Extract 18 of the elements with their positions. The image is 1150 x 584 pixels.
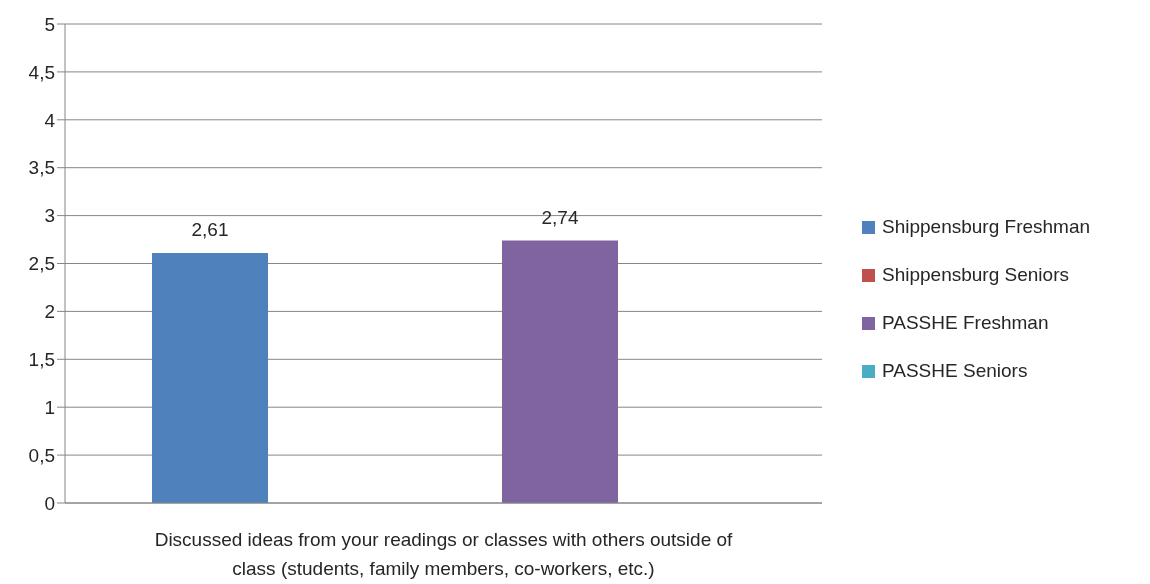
y-tick-label: 0,5: [28, 444, 55, 466]
y-tick-label: 3,5: [28, 157, 55, 179]
y-tick-label: 2,5: [28, 253, 55, 275]
y-tick-label: 4: [44, 109, 56, 131]
legend-label: PASSHE Freshman: [882, 312, 1049, 334]
x-tick-label: Discussed ideas from your readings or classes with others outside of class (students, family members, co-workers, etc.): [154, 529, 734, 579]
data-label: 2,74: [541, 206, 579, 228]
legend-label: PASSHE Seniors: [882, 360, 1028, 382]
legend-label: Shippensburg Freshman: [882, 216, 1091, 238]
y-tick-label: 1,5: [28, 349, 55, 371]
y-tick-label: 4,5: [28, 61, 55, 83]
y-tick-label: 1: [44, 396, 55, 418]
legend-label: Shippensburg Seniors: [882, 264, 1069, 286]
y-tick-label: 5: [44, 13, 55, 35]
y-tick-label: 2: [44, 301, 55, 323]
data-label: 2,61: [191, 218, 229, 240]
y-tick-label: 0: [44, 492, 55, 514]
y-tick-label: 3: [44, 205, 55, 227]
